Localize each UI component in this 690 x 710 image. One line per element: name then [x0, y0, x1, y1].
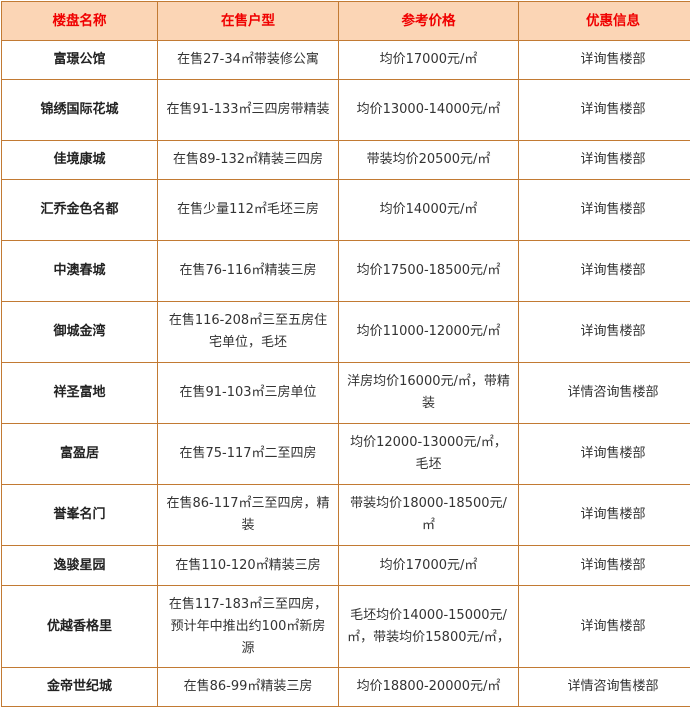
offer-cell: 详询售楼部	[518, 140, 690, 180]
offer-cell: 详询售楼部	[518, 40, 690, 80]
offer-cell: 详询售楼部	[518, 423, 690, 485]
units-cell: 在售76-116㎡精装三房	[157, 240, 339, 302]
table-row: 优越香格里 在售117-183㎡三至四房，预计年中推出约100㎡新房源 毛坯均价14…	[1, 585, 690, 668]
table-row: 锦绣国际花城 在售91-133㎡三四房带精装 均价13000-14000元/㎡ 详询售…	[1, 79, 690, 141]
property-name-cell: 中澳春城	[1, 240, 158, 302]
table-row: 誉峯名门 在售86-117㎡三至四房，精装 带装均价18000-18500元/㎡ 详询…	[1, 484, 690, 546]
property-name-cell: 富璟公馆	[1, 40, 158, 80]
offer-cell: 详询售楼部	[518, 79, 690, 141]
table-row: 富璟公馆 在售27-34㎡带装修公寓 均价17000元/㎡ 详询售楼部	[1, 40, 690, 80]
price-cell: 均价18800-20000元/㎡	[338, 667, 519, 707]
price-cell: 带装均价18000-18500元/㎡	[338, 484, 519, 546]
table-row: 御城金湾 在售116-208㎡三至五房住宅单位，毛坯 均价11000-12000元/…	[1, 301, 690, 363]
header-offer: 优惠信息	[518, 1, 690, 41]
price-cell: 带装均价20500元/㎡	[338, 140, 519, 180]
price-cell: 均价11000-12000元/㎡	[338, 301, 519, 363]
property-name-cell: 誉峯名门	[1, 484, 158, 546]
units-cell: 在售86-99㎡精装三房	[157, 667, 339, 707]
property-name-cell: 御城金湾	[1, 301, 158, 363]
price-cell: 均价17500-18500元/㎡	[338, 240, 519, 302]
units-cell: 在售110-120㎡精装三房	[157, 545, 339, 586]
units-cell: 在售116-208㎡三至五房住宅单位，毛坯	[157, 301, 339, 363]
offer-cell: 详询售楼部	[518, 301, 690, 363]
units-cell: 在售86-117㎡三至四房，精装	[157, 484, 339, 546]
units-cell: 在售91-133㎡三四房带精装	[157, 79, 339, 141]
property-name-cell: 汇乔金色名都	[1, 179, 158, 241]
units-cell: 在售89-132㎡精装三四房	[157, 140, 339, 180]
offer-cell: 详询售楼部	[518, 179, 690, 241]
property-name-cell: 优越香格里	[1, 585, 158, 668]
price-cell: 毛坯均价14000-15000元/㎡，带装均价15800元/㎡，	[338, 585, 519, 668]
price-cell: 均价14000元/㎡	[338, 179, 519, 241]
price-cell: 均价13000-14000元/㎡	[338, 79, 519, 141]
property-name-cell: 祥圣富地	[1, 362, 158, 424]
units-cell: 在售91-103㎡三房单位	[157, 362, 339, 424]
price-cell: 均价12000-13000元/㎡，毛坯	[338, 423, 519, 485]
price-cell: 均价17000元/㎡	[338, 545, 519, 586]
units-cell: 在售27-34㎡带装修公寓	[157, 40, 339, 80]
price-cell: 均价17000元/㎡	[338, 40, 519, 80]
property-name-cell: 逸骏星园	[1, 545, 158, 586]
offer-cell: 详情咨询售楼部	[518, 362, 690, 424]
units-cell: 在售少量112㎡毛坯三房	[157, 179, 339, 241]
table-row: 佳境康城 在售89-132㎡精装三四房 带装均价20500元/㎡ 详询售楼部	[1, 140, 690, 180]
header-row: 楼盘名称 在售户型 参考价格 优惠信息	[1, 1, 690, 41]
units-cell: 在售75-117㎡二至四房	[157, 423, 339, 485]
property-name-cell: 锦绣国际花城	[1, 79, 158, 141]
header-name: 楼盘名称	[1, 1, 158, 41]
table-row: 金帝世纪城 在售86-99㎡精装三房 均价18800-20000元/㎡ 详情咨询售楼部	[1, 667, 690, 707]
property-name-cell: 佳境康城	[1, 140, 158, 180]
table-row: 逸骏星园 在售110-120㎡精装三房 均价17000元/㎡ 详询售楼部	[1, 545, 690, 586]
table-row: 汇乔金色名都 在售少量112㎡毛坯三房 均价14000元/㎡ 详询售楼部	[1, 179, 690, 241]
property-name-cell: 富盈居	[1, 423, 158, 485]
offer-cell: 详询售楼部	[518, 545, 690, 586]
offer-cell: 详询售楼部	[518, 240, 690, 302]
offer-cell: 详情咨询售楼部	[518, 667, 690, 707]
table-row: 富盈居 在售75-117㎡二至四房 均价12000-13000元/㎡，毛坯 详询售楼部	[1, 423, 690, 485]
header-price: 参考价格	[338, 1, 519, 41]
header-units: 在售户型	[157, 1, 339, 41]
table-row: 中澳春城 在售76-116㎡精装三房 均价17500-18500元/㎡ 详询售楼部	[1, 240, 690, 302]
offer-cell: 详询售楼部	[518, 585, 690, 668]
price-cell: 洋房均价16000元/㎡，带精装	[338, 362, 519, 424]
table-row: 祥圣富地 在售91-103㎡三房单位 洋房均价16000元/㎡，带精装 详情咨询售楼部	[1, 362, 690, 424]
offer-cell: 详询售楼部	[518, 484, 690, 546]
property-name-cell: 金帝世纪城	[1, 667, 158, 707]
units-cell: 在售117-183㎡三至四房，预计年中推出约100㎡新房源	[157, 585, 339, 668]
